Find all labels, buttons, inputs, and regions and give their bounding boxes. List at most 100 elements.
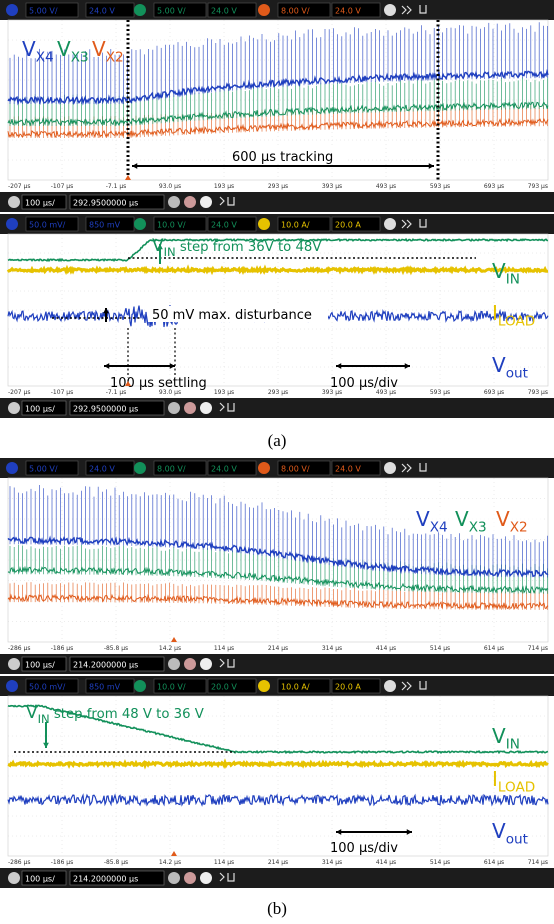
channel-scale: 8.00 V/: [157, 465, 186, 474]
channel-icon: [258, 680, 270, 692]
timebase: 100 µs/: [25, 199, 55, 208]
time-label: 293 µs: [268, 389, 288, 396]
label-main: V: [492, 819, 506, 843]
annotation: 600 µs tracking: [232, 150, 333, 165]
timebase: 100 µs/: [25, 405, 55, 414]
label-sub: X3: [469, 520, 487, 536]
time-label: 393 µs: [322, 389, 342, 396]
control-icon: [168, 402, 180, 414]
trace: [8, 763, 548, 766]
time-label: -286 µs: [8, 859, 30, 866]
label-sub: X2: [510, 520, 528, 536]
channel-icon: [6, 218, 18, 230]
position: 292.9500000 µs: [73, 405, 138, 414]
label-sub: X2: [106, 50, 124, 66]
channel-offset: 20.0 A: [335, 683, 361, 692]
position: 214.2000000 µs: [73, 875, 138, 884]
caption: (b): [267, 899, 287, 918]
time-label: 714 µs: [528, 859, 548, 866]
channel-offset: 20.0 V: [211, 683, 237, 692]
control-icon: [200, 658, 212, 670]
time-label: 693 µs: [484, 183, 504, 190]
add-icon: [384, 218, 396, 230]
time-label: -7.1 µs: [106, 183, 127, 190]
timebase: 100 µs/: [25, 875, 55, 884]
channel-icon: [134, 4, 146, 16]
channel-icon: [6, 4, 18, 16]
label-main: V: [455, 507, 469, 531]
time-label: 314 µs: [322, 645, 342, 652]
label-sub: X4: [36, 50, 54, 66]
time-label: 114 µs: [214, 645, 234, 652]
time-label: 514 µs: [430, 645, 450, 652]
channel-icon: [258, 218, 270, 230]
time-label: 793 µs: [528, 389, 548, 396]
time-label: -207 µs: [8, 389, 30, 396]
time-label: 414 µs: [376, 859, 396, 866]
time-label: 93.0 µs: [159, 183, 181, 190]
label-sub: IN: [164, 245, 176, 259]
time-label: -107 µs: [51, 183, 73, 190]
channel-scale: 50.0 mV/: [29, 683, 66, 692]
timebase-icon: [8, 402, 20, 414]
label-main: V: [22, 37, 36, 61]
channel-icon: [134, 680, 146, 692]
channel-offset: 24.0 V: [335, 465, 361, 474]
time-label: 193 µs: [214, 389, 234, 396]
channel-icon: [6, 462, 18, 474]
timebase-icon: [8, 658, 20, 670]
control-icon: [168, 872, 180, 884]
label-main: V: [492, 353, 506, 377]
caption: (a): [268, 431, 287, 450]
channel-offset: 24.0 V: [89, 7, 115, 16]
channel-offset: 24.0 V: [89, 465, 115, 474]
channel-scale: 10.0 A/: [281, 221, 310, 230]
scope-header: [0, 676, 554, 696]
time-label: -107 µs: [51, 389, 73, 396]
channel-offset: 24.0 V: [211, 465, 237, 474]
annotation: 100 µs/div: [330, 841, 398, 856]
channel-offset: 24.0 V: [335, 7, 361, 16]
timebase: 100 µs/: [25, 661, 55, 670]
control-icon: [184, 658, 196, 670]
channel-offset: 20.0 A: [335, 221, 361, 230]
time-label: 14.2 µs: [159, 859, 181, 866]
control-icon: [184, 402, 196, 414]
channel-offset: 850 mV: [89, 221, 121, 230]
time-label: -85.8 µs: [104, 645, 128, 652]
time-label: -207 µs: [8, 183, 30, 190]
add-icon: [384, 680, 396, 692]
position: 292.9500000 µs: [73, 199, 138, 208]
time-label: -186 µs: [51, 645, 73, 652]
label-sub: X4: [430, 520, 448, 536]
label-tail: step from 48 V to 36 V: [50, 707, 204, 722]
time-label: 214 µs: [268, 859, 288, 866]
time-label: 93.0 µs: [159, 389, 181, 396]
time-label: -186 µs: [51, 859, 73, 866]
control-icon: [184, 196, 196, 208]
time-label: 414 µs: [376, 645, 396, 652]
label-sub: LOAD: [498, 780, 535, 796]
time-label: 214 µs: [268, 645, 288, 652]
time-label: 393 µs: [322, 183, 342, 190]
channel-scale: 5.00 V/: [29, 7, 58, 16]
channel-offset: 24.0 V: [211, 7, 237, 16]
time-label: 293 µs: [268, 183, 288, 190]
figure: 5.00 V/24.0 V 5.00 V/24.0 V 8.00 V/24.0 V V…: [0, 0, 554, 924]
channel-scale: 10.0 A/: [281, 683, 310, 692]
time-label: 193 µs: [214, 183, 234, 190]
label-main: V: [57, 37, 71, 61]
annotation: 50 mV max. disturbance: [152, 308, 312, 323]
channel-scale: 8.00 V/: [281, 7, 310, 16]
timebase-icon: [8, 872, 20, 884]
label-sub: X3: [71, 50, 89, 66]
channel-offset: 850 mV: [89, 683, 121, 692]
time-label: 593 µs: [430, 183, 450, 190]
label-main: V: [92, 37, 106, 61]
time-label: 493 µs: [376, 183, 396, 190]
channel-scale: 10.0 V/: [157, 221, 186, 230]
channel-scale: 5.00 V/: [157, 7, 186, 16]
scope-header: [0, 458, 554, 478]
time-label: 593 µs: [430, 389, 450, 396]
add-icon: [384, 462, 396, 474]
